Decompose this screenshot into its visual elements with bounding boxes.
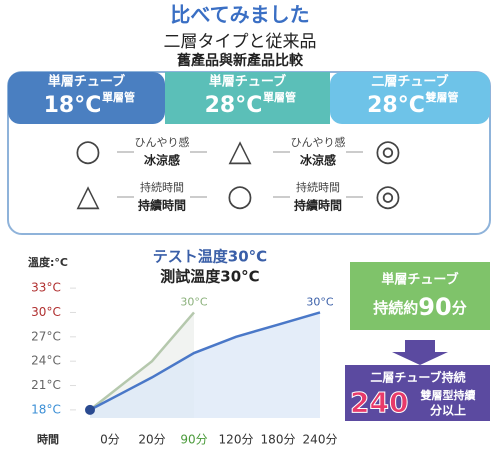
- subtitle: 二層タイプと従来品: [164, 32, 317, 52]
- rating: ○: [75, 134, 101, 169]
- y-tick-label: 27°C: [31, 329, 61, 343]
- callout-text: 雙層型持續: [421, 388, 476, 402]
- arrow: [392, 340, 448, 365]
- callout-text: 分以上: [430, 403, 466, 418]
- x-tick-label: 240分: [303, 433, 338, 447]
- title: 比べてみました: [170, 3, 309, 27]
- chart-subtitle: 測試溫度30°C: [160, 268, 259, 286]
- row-label: 持続時間: [296, 180, 340, 194]
- x-tick-label: 120分: [219, 433, 254, 447]
- column-name: 単層チューブ: [48, 74, 125, 90]
- annotation: 30°C: [180, 295, 207, 308]
- column-temp: 18°C: [44, 93, 102, 118]
- column-header: [8, 72, 165, 124]
- y-tick-label: 33°C: [31, 281, 61, 295]
- x-tick-label: 20分: [138, 433, 165, 447]
- start-dot: [85, 404, 95, 415]
- callout-big: 240: [350, 386, 408, 419]
- area: [90, 312, 320, 418]
- x-label: 時間: [37, 432, 59, 446]
- y-tick-label: 21°C: [31, 378, 61, 392]
- x-tick-label: 0分: [100, 433, 120, 447]
- rating: △: [228, 134, 251, 169]
- column-name: 二層チューブ: [371, 74, 448, 90]
- y-tick-label: 18°C: [31, 402, 61, 416]
- y-tick-label: 30°C: [31, 305, 61, 319]
- row-label-tw: 冰涼感: [144, 153, 180, 168]
- callout-single: [350, 262, 490, 330]
- column-name-tw: 雙層管: [426, 90, 459, 104]
- callout-double: [345, 365, 490, 421]
- subtitle-tw: 舊產品與新產品比較: [177, 52, 304, 69]
- row-label-tw: 持續時間: [138, 198, 186, 213]
- row-label: 持続時間: [140, 180, 184, 194]
- rating: ◎: [375, 134, 401, 169]
- y-tick-label: 24°C: [31, 354, 61, 368]
- y-label: 溫度:°C: [28, 255, 68, 269]
- row-label-tw: 持續時間: [294, 198, 342, 213]
- callout-text: 単層チューブ: [381, 272, 458, 288]
- column-name: 単層チューブ: [209, 74, 286, 90]
- rating: △: [76, 179, 99, 214]
- callout-text: 二層チューブ持続: [370, 370, 465, 385]
- rating: ○: [227, 179, 253, 214]
- chart-title: テスト温度30°C: [153, 248, 267, 266]
- callout-text: 持続約90分: [373, 293, 466, 321]
- x-tick-label: 90分: [180, 433, 207, 447]
- rating: ◎: [375, 179, 401, 214]
- column-temp: 28°C: [205, 93, 263, 118]
- column-name-tw: 單層管: [102, 90, 135, 104]
- column-name-tw: 單層管: [263, 90, 296, 104]
- annotation: 30°C: [306, 295, 333, 308]
- column-header: [165, 72, 330, 124]
- column-header: [330, 72, 490, 124]
- column-temp: 28°C: [367, 93, 425, 118]
- x-tick-label: 180分: [261, 433, 296, 447]
- row-label-tw: 冰涼感: [300, 153, 336, 168]
- line: [89, 311, 321, 411]
- row-label: ひんやり感: [291, 136, 346, 149]
- line: [89, 311, 195, 411]
- row-label: ひんやり感: [135, 136, 190, 149]
